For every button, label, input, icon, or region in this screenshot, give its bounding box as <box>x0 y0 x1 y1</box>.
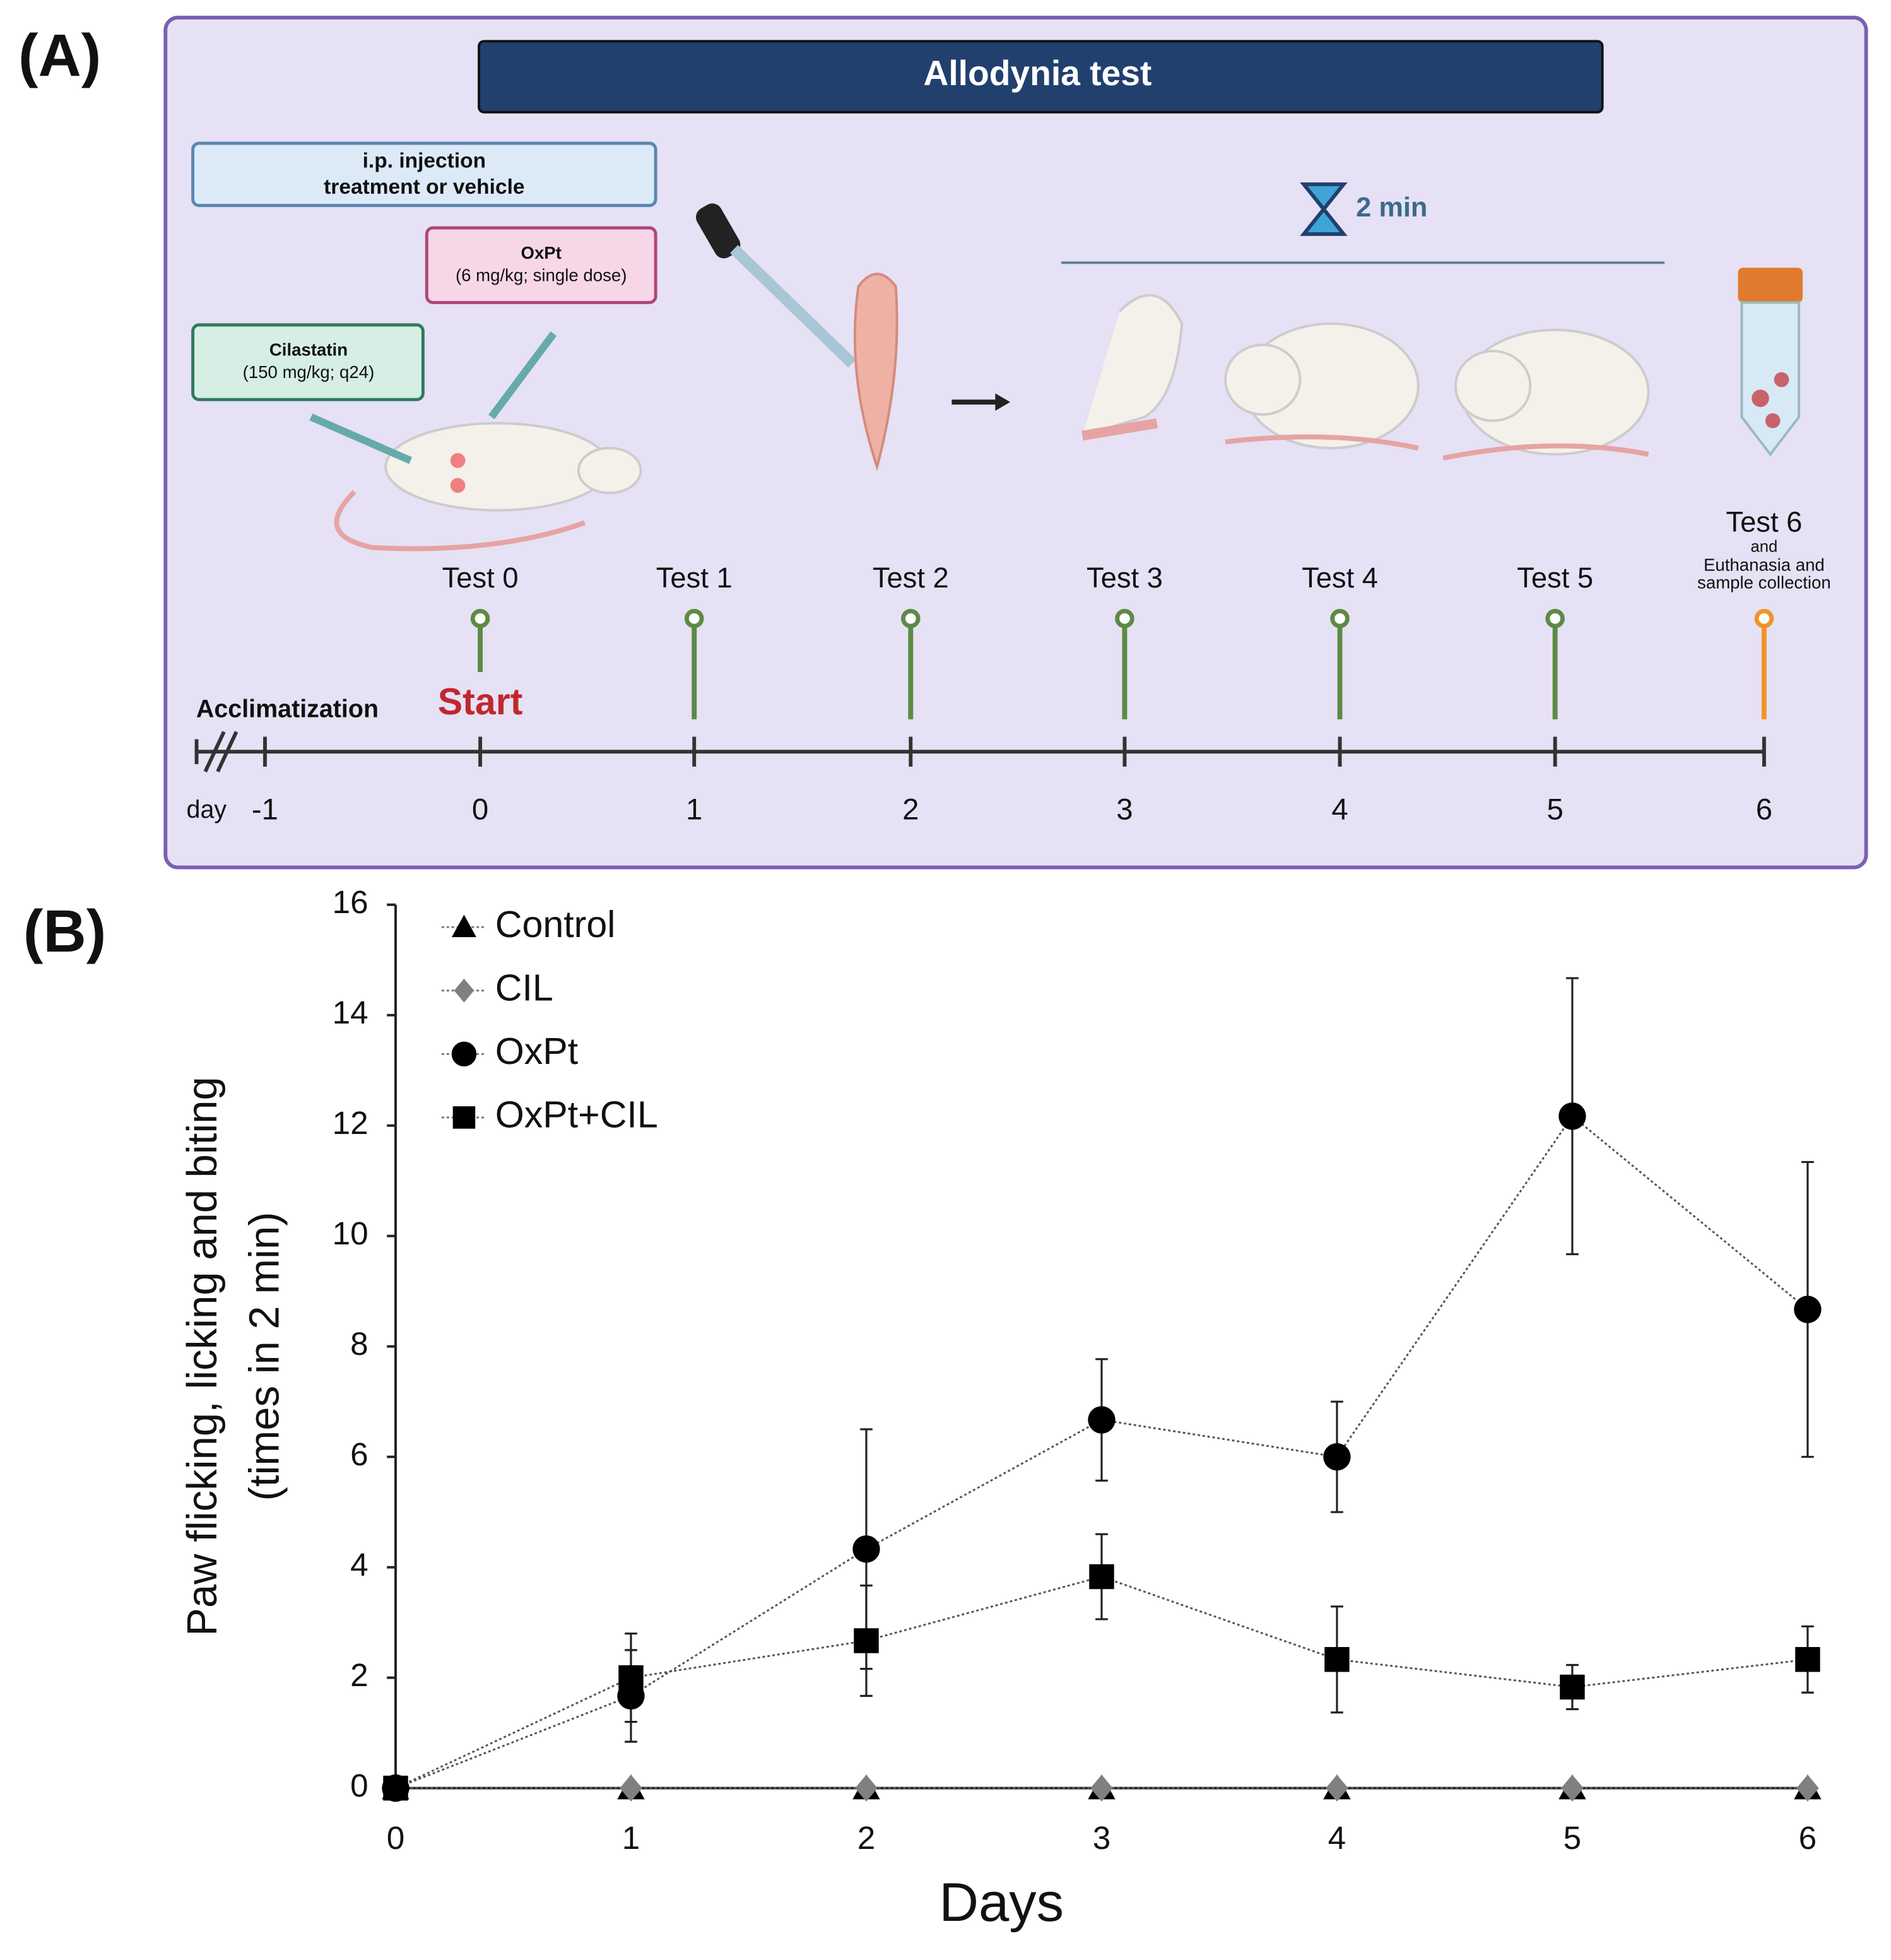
cilastatin-dose: (150 mg/kg; q24) <box>243 362 375 382</box>
y-axis-title: Paw flicking, licking and biting (times i… <box>179 1077 288 1636</box>
x-tick-label: 5 <box>1564 1820 1582 1856</box>
test-pin-head <box>1115 608 1134 629</box>
start-label: Start <box>438 680 523 723</box>
final-test-pin-head <box>1754 608 1774 629</box>
legend-marker <box>454 978 474 1003</box>
data-point <box>1088 1406 1116 1434</box>
test-label: Test 5 <box>1517 562 1593 594</box>
test-pin-head <box>1330 608 1350 629</box>
day-tick-label: 3 <box>1116 793 1133 826</box>
oxpt-box <box>425 226 657 304</box>
cilastatin-name: Cilastatin <box>269 340 348 360</box>
title-bar <box>478 40 1604 114</box>
oxpt-dose: (6 mg/kg; single dose) <box>456 265 627 285</box>
panel-label: (A) <box>18 22 101 89</box>
y-axis-title-line: (times in 2 min) <box>241 1212 288 1501</box>
x-tick-label: 4 <box>1328 1820 1346 1856</box>
data-point <box>854 1628 879 1653</box>
test-label: Test 4 <box>1302 562 1378 594</box>
y-tick-label: 16 <box>333 884 368 920</box>
data-point <box>1561 1774 1584 1802</box>
data-point <box>1794 1296 1822 1323</box>
oxpt-name: OxPt <box>521 243 561 263</box>
test-label: Test 1 <box>656 562 733 594</box>
data-point <box>1558 1102 1586 1130</box>
test-pin-head <box>901 608 921 629</box>
y-tick-label: 4 <box>350 1547 368 1583</box>
day-tick-label: 0 <box>472 793 488 826</box>
behavior-mice <box>1081 294 1650 461</box>
day-tick-label: 1 <box>686 793 702 826</box>
final-test-note: and <box>1751 538 1778 556</box>
final-test-label: Test 6 <box>1726 505 1802 538</box>
final-test-note: Euthanasia and <box>1704 555 1825 575</box>
y-axis-title-line: Paw flicking, licking and biting <box>179 1077 226 1636</box>
legend-label: OxPt+CIL <box>495 1093 658 1135</box>
day-tick-label: 6 <box>1756 793 1772 826</box>
cilastatin-box <box>191 323 425 401</box>
x-axis-title: Days <box>939 1872 1064 1933</box>
data-point <box>1323 1443 1351 1471</box>
day-label: day <box>187 796 227 824</box>
acclimatization-label: Acclimatization <box>196 695 379 723</box>
legend-label: OxPt <box>495 1030 578 1072</box>
final-test-note: sample collection <box>1697 572 1831 592</box>
day-tick-label: 5 <box>1546 793 1563 826</box>
panel-a: (A) Allodynia test i.p. injection treatment… <box>18 15 1868 870</box>
day-tick-label: -1 <box>252 793 278 826</box>
panel-title: Allodynia test <box>923 54 1152 93</box>
x-tick-label: 1 <box>622 1820 640 1856</box>
data-point <box>617 1682 645 1710</box>
test-label: Test 2 <box>873 562 949 594</box>
data-point <box>852 1535 880 1563</box>
data-point <box>1324 1647 1350 1672</box>
injection-line: treatment or vehicle <box>324 175 524 199</box>
timeline <box>194 731 1764 772</box>
dropper-and-paw <box>695 203 1011 471</box>
x-tick-label: 3 <box>1093 1820 1111 1856</box>
y-tick-label: 2 <box>350 1657 368 1693</box>
mouse-injection <box>309 331 642 552</box>
panel-label: (B) <box>23 898 106 965</box>
day-tick-label: 4 <box>1331 793 1348 826</box>
duration: 2 min <box>1356 192 1427 223</box>
y-tick-label: 12 <box>333 1105 368 1141</box>
data-point <box>1560 1674 1585 1700</box>
legend-marker <box>452 1106 476 1129</box>
data-point <box>1795 1647 1820 1672</box>
test-pin-head <box>470 608 490 629</box>
data-point <box>382 1774 409 1802</box>
day-tick-label: 2 <box>902 793 919 826</box>
legend-label: CIL <box>495 966 553 1008</box>
x-tick-label: 2 <box>857 1820 876 1856</box>
legend-label: Control <box>495 903 616 945</box>
y-tick-label: 8 <box>350 1326 368 1362</box>
x-tick-label: 6 <box>1799 1820 1817 1856</box>
test-label: Test 3 <box>1087 562 1163 594</box>
test-label: Test 0 <box>442 562 519 594</box>
y-tick-label: 6 <box>350 1436 368 1472</box>
x-tick-label: 0 <box>387 1820 405 1856</box>
y-tick-label: 14 <box>333 995 368 1030</box>
test-pin-head <box>684 608 704 629</box>
hourglass <box>1061 182 1665 264</box>
injection-line: i.p. injection <box>363 149 486 172</box>
y-tick-label: 0 <box>350 1768 368 1804</box>
legend-marker <box>451 914 476 938</box>
injection-box <box>191 141 657 208</box>
y-tick-label: 10 <box>333 1215 368 1251</box>
test-pin-head <box>1545 608 1565 629</box>
legend-marker <box>451 1041 477 1067</box>
data-point <box>1089 1564 1114 1590</box>
sample-tube <box>1738 268 1803 457</box>
